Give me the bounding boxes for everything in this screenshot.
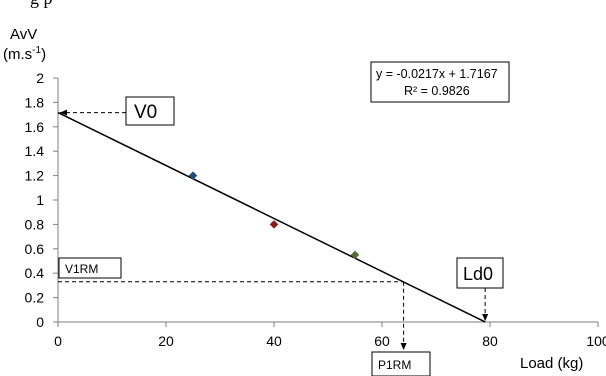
x-tick-label: 100 xyxy=(586,333,606,349)
y-tick-label: 1.4 xyxy=(25,143,45,159)
trendline-r2: R² = 0.9826 xyxy=(404,84,470,98)
data-point xyxy=(269,220,279,229)
v1rm-label-box: V1RM xyxy=(58,257,122,279)
y-axis-unit-base: (m.s xyxy=(3,46,32,63)
x-tick-label: 0 xyxy=(54,333,62,349)
x-tick-label: 60 xyxy=(374,333,390,349)
y-axis-title-line1: AvV xyxy=(10,26,37,43)
p1rm-label-frame xyxy=(371,351,431,376)
y-axis-ticks: 0 0.2 0.4 0.6 0.8 1 1.2 1.4 1.6 1.8 2 xyxy=(25,70,58,330)
y-axis-unit-end: ) xyxy=(41,46,46,63)
v1rm-label: V1RM xyxy=(65,262,98,276)
y-tick-label: 0.4 xyxy=(25,265,45,281)
x-axis-title: Load (kg) xyxy=(520,355,583,372)
x-tick-label: 40 xyxy=(266,333,282,349)
equation-box: y = -0.0217x + 1.7167 R² = 0.9826 xyxy=(370,61,510,103)
y-tick-label: 1.2 xyxy=(25,168,45,184)
y-tick-label: 1.6 xyxy=(25,119,45,135)
ld0-label-box: Ld0 xyxy=(456,257,504,289)
y-tick-label: 1.8 xyxy=(25,94,45,110)
p1rm-label-box: P1RM xyxy=(371,351,431,376)
v0-label: V0 xyxy=(134,102,157,123)
v0-label-box: V0 xyxy=(125,96,175,126)
y-axis-unit-sup: -1 xyxy=(32,45,41,56)
x-tick-label: 20 xyxy=(158,333,174,349)
ld0-label-frame xyxy=(456,257,504,289)
p1rm-label: P1RM xyxy=(378,358,411,372)
y-tick-label: 1 xyxy=(36,192,44,208)
y-tick-label: 0.6 xyxy=(25,241,45,257)
y-tick-label: 2 xyxy=(36,70,44,86)
trend-line xyxy=(57,111,486,323)
v0-label-frame xyxy=(125,96,175,126)
caption-fragment: g p xyxy=(30,0,53,9)
y-axis-title-line2: (m.s-1) xyxy=(3,45,46,63)
trendline-equation: y = -0.0217x + 1.7167 xyxy=(376,67,498,81)
equation-box-frame xyxy=(370,61,510,103)
v1rm-label-frame xyxy=(58,257,122,279)
x-tick-label: 80 xyxy=(482,333,498,349)
y-tick-label: 0.2 xyxy=(25,290,45,306)
x-axis-ticks: 0 20 40 60 80 100 xyxy=(54,322,606,349)
ld0-label: Ld0 xyxy=(463,264,493,284)
y-tick-label: 0.8 xyxy=(25,216,45,232)
data-point xyxy=(188,171,198,180)
data-points xyxy=(188,171,360,260)
y-tick-label: 0 xyxy=(36,314,44,330)
data-point xyxy=(350,250,360,260)
